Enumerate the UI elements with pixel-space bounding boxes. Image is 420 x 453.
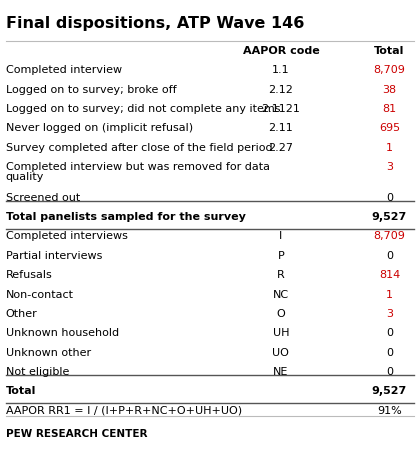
Text: 8,709: 8,709 bbox=[373, 65, 405, 75]
Text: 1: 1 bbox=[386, 143, 393, 153]
Text: O: O bbox=[276, 309, 285, 319]
Text: 2.12: 2.12 bbox=[268, 85, 293, 95]
Text: UH: UH bbox=[273, 328, 289, 338]
Text: 814: 814 bbox=[379, 270, 400, 280]
Text: Total: Total bbox=[5, 386, 36, 396]
Text: 3: 3 bbox=[386, 162, 393, 172]
Text: NC: NC bbox=[273, 289, 289, 299]
Text: 0: 0 bbox=[386, 251, 393, 261]
Text: Unknown other: Unknown other bbox=[5, 347, 91, 357]
Text: P: P bbox=[278, 251, 284, 261]
Text: I: I bbox=[279, 231, 283, 241]
Text: Not eligible: Not eligible bbox=[5, 367, 69, 377]
Text: NE: NE bbox=[273, 367, 289, 377]
Text: 2.11: 2.11 bbox=[268, 123, 293, 133]
Text: Total: Total bbox=[374, 46, 404, 57]
Text: Never logged on (implicit refusal): Never logged on (implicit refusal) bbox=[5, 123, 193, 133]
Text: 0: 0 bbox=[386, 367, 393, 377]
Text: 1: 1 bbox=[386, 289, 393, 299]
Text: 0: 0 bbox=[386, 328, 393, 338]
Text: Screened out: Screened out bbox=[5, 193, 80, 202]
Text: AAPOR code: AAPOR code bbox=[243, 46, 319, 57]
Text: quality: quality bbox=[5, 173, 44, 183]
Text: Other: Other bbox=[5, 309, 37, 319]
Text: Survey completed after close of the field period: Survey completed after close of the fiel… bbox=[5, 143, 272, 153]
Text: 9,527: 9,527 bbox=[372, 212, 407, 222]
Text: PEW RESEARCH CENTER: PEW RESEARCH CENTER bbox=[5, 429, 147, 439]
Text: Final dispositions, ATP Wave 146: Final dispositions, ATP Wave 146 bbox=[5, 16, 304, 31]
Text: 1.1: 1.1 bbox=[272, 65, 290, 75]
Text: Completed interview: Completed interview bbox=[5, 65, 122, 75]
Text: 3: 3 bbox=[386, 309, 393, 319]
Text: Refusals: Refusals bbox=[5, 270, 52, 280]
Text: Total panelists sampled for the survey: Total panelists sampled for the survey bbox=[5, 212, 245, 222]
Text: 38: 38 bbox=[382, 85, 396, 95]
Text: UO: UO bbox=[273, 347, 289, 357]
Text: 2.27: 2.27 bbox=[268, 143, 294, 153]
Text: 695: 695 bbox=[379, 123, 400, 133]
Text: 2.1121: 2.1121 bbox=[262, 104, 300, 114]
Text: 0: 0 bbox=[386, 347, 393, 357]
Text: 91%: 91% bbox=[377, 405, 402, 416]
Text: Completed interviews: Completed interviews bbox=[5, 231, 127, 241]
Text: Unknown household: Unknown household bbox=[5, 328, 119, 338]
Text: 0: 0 bbox=[386, 193, 393, 202]
Text: 81: 81 bbox=[382, 104, 396, 114]
Text: Completed interview but was removed for data: Completed interview but was removed for … bbox=[5, 162, 270, 172]
Text: R: R bbox=[277, 270, 285, 280]
Text: 9,527: 9,527 bbox=[372, 386, 407, 396]
Text: Partial interviews: Partial interviews bbox=[5, 251, 102, 261]
Text: AAPOR RR1 = I / (I+P+R+NC+O+UH+UO): AAPOR RR1 = I / (I+P+R+NC+O+UH+UO) bbox=[5, 405, 241, 416]
Text: Logged on to survey; broke off: Logged on to survey; broke off bbox=[5, 85, 176, 95]
Text: 8,709: 8,709 bbox=[373, 231, 405, 241]
Text: Non-contact: Non-contact bbox=[5, 289, 73, 299]
Text: Logged on to survey; did not complete any items: Logged on to survey; did not complete an… bbox=[5, 104, 280, 114]
